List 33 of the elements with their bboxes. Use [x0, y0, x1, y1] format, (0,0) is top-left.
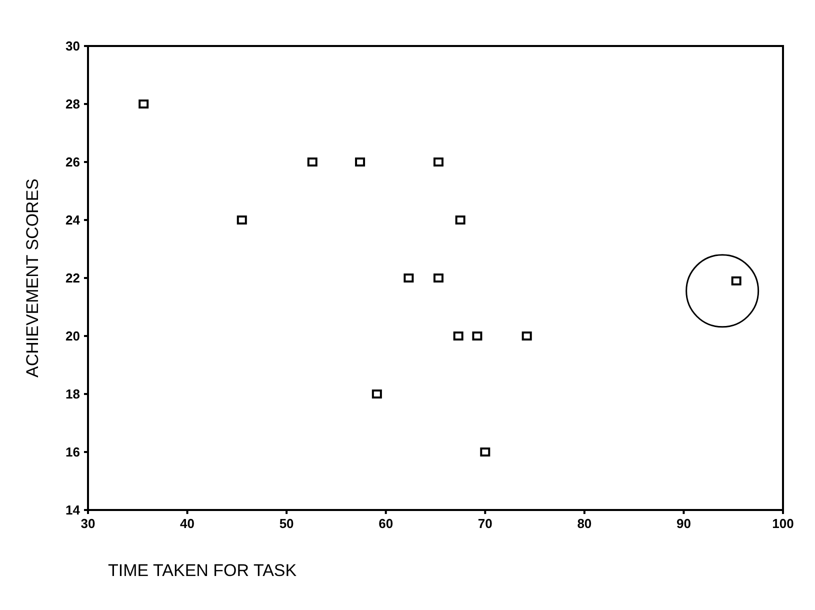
x-axis-title: TIME TAKEN FOR TASK: [108, 561, 298, 580]
y-tick-label: 14: [66, 502, 81, 518]
point: [404, 274, 414, 282]
point: [731, 276, 742, 286]
point: [453, 332, 464, 340]
y-axis-title: ACHIEVEMENT SCORES: [23, 178, 42, 378]
y-tick-label: 20: [66, 328, 80, 344]
point: [472, 332, 482, 340]
x-tick-label: 70: [478, 516, 492, 531]
point: [355, 158, 366, 166]
y-tick-label: 18: [66, 386, 80, 402]
y-tick-label: 16: [66, 444, 80, 460]
y-tick-label: 22: [66, 270, 80, 286]
y-tick-label: 30: [66, 38, 80, 54]
x-tick-label: 40: [180, 516, 195, 531]
x-tick-label: 90: [676, 516, 691, 531]
y-tick-label: 26: [66, 154, 80, 170]
point: [236, 216, 247, 224]
y-tick-label: 24: [66, 212, 81, 228]
point: [433, 158, 444, 166]
x-tick-label: 80: [577, 516, 592, 531]
x-tick-label: 30: [80, 516, 96, 531]
y-tick-label: 28: [66, 96, 80, 112]
point: [138, 100, 149, 108]
point: [522, 332, 532, 340]
point: [307, 158, 318, 166]
point: [455, 216, 466, 224]
x-tick-label: 60: [378, 516, 394, 531]
x-tick-label: 50: [279, 516, 294, 531]
point: [372, 390, 382, 398]
point: [480, 448, 490, 456]
point: [433, 274, 444, 282]
x-tick-label: 100: [772, 516, 794, 531]
